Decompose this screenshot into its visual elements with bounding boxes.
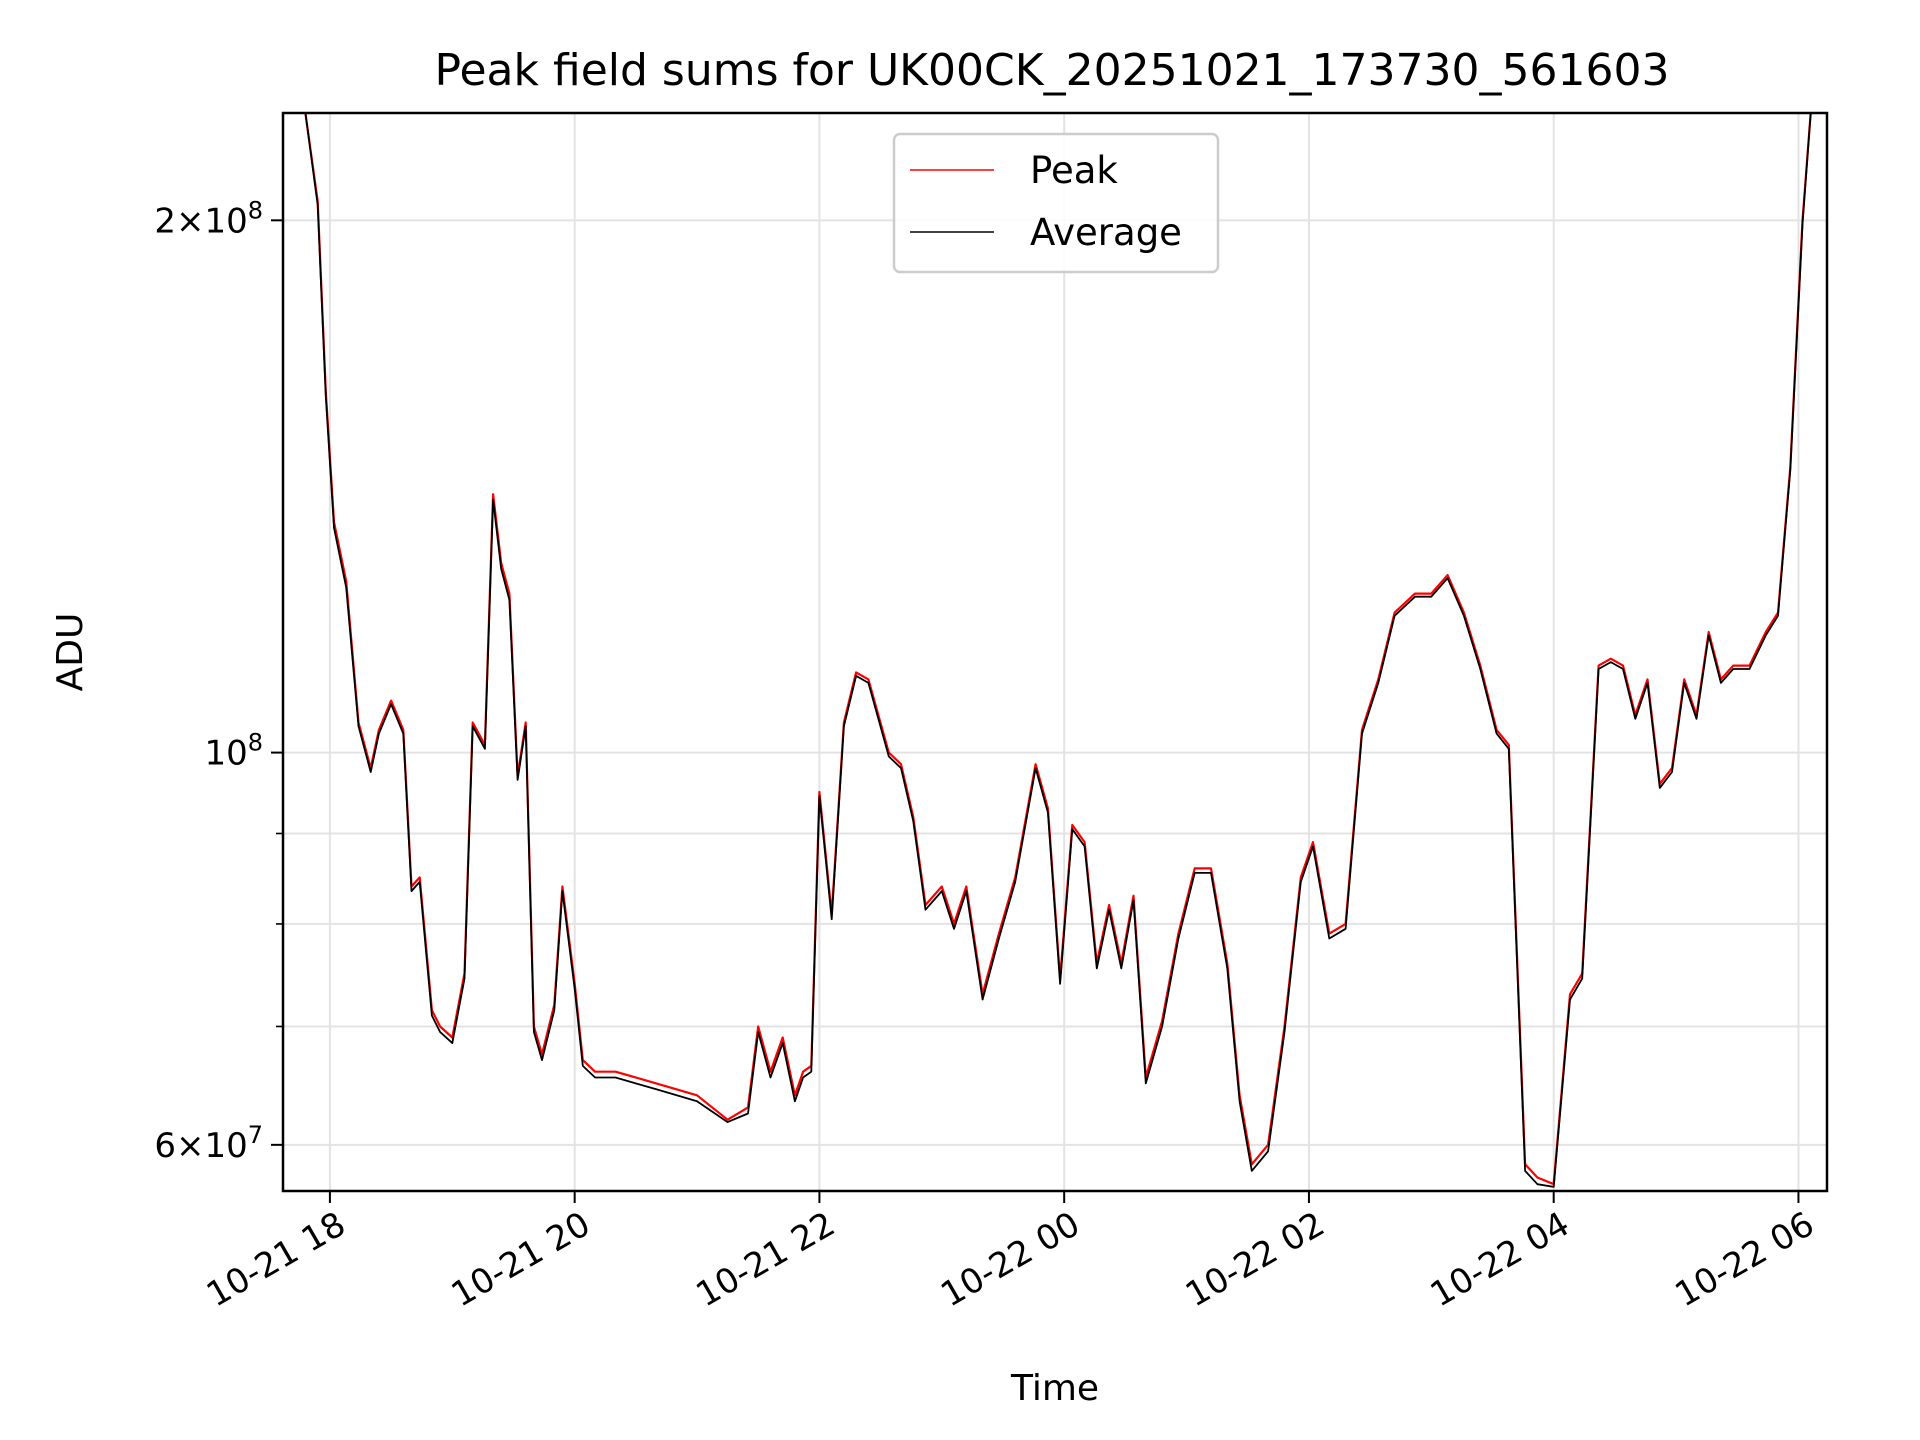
grid-lines bbox=[283, 113, 1827, 1191]
series-line-average bbox=[304, 113, 1812, 1188]
y-axis-label: ADU bbox=[50, 613, 91, 692]
plot-frame bbox=[281, 111, 1829, 1193]
y-tick-label: 2×108 bbox=[154, 196, 263, 241]
x-axis-label: Time bbox=[1010, 1368, 1099, 1409]
legend: Peak Average bbox=[892, 132, 1220, 274]
y-axis: 2×108 108 6×107 bbox=[154, 196, 283, 1166]
y-tick-label: 108 bbox=[204, 729, 263, 774]
chart-title: Peak field sums for UK00CK_20251021_1737… bbox=[435, 45, 1670, 96]
legend-label-average: Average bbox=[1030, 211, 1182, 254]
legend-box bbox=[892, 132, 1220, 274]
series-layer bbox=[304, 113, 1812, 1188]
legend-label-peak: Peak bbox=[1030, 149, 1118, 192]
y-tick-label: 6×107 bbox=[154, 1121, 263, 1166]
